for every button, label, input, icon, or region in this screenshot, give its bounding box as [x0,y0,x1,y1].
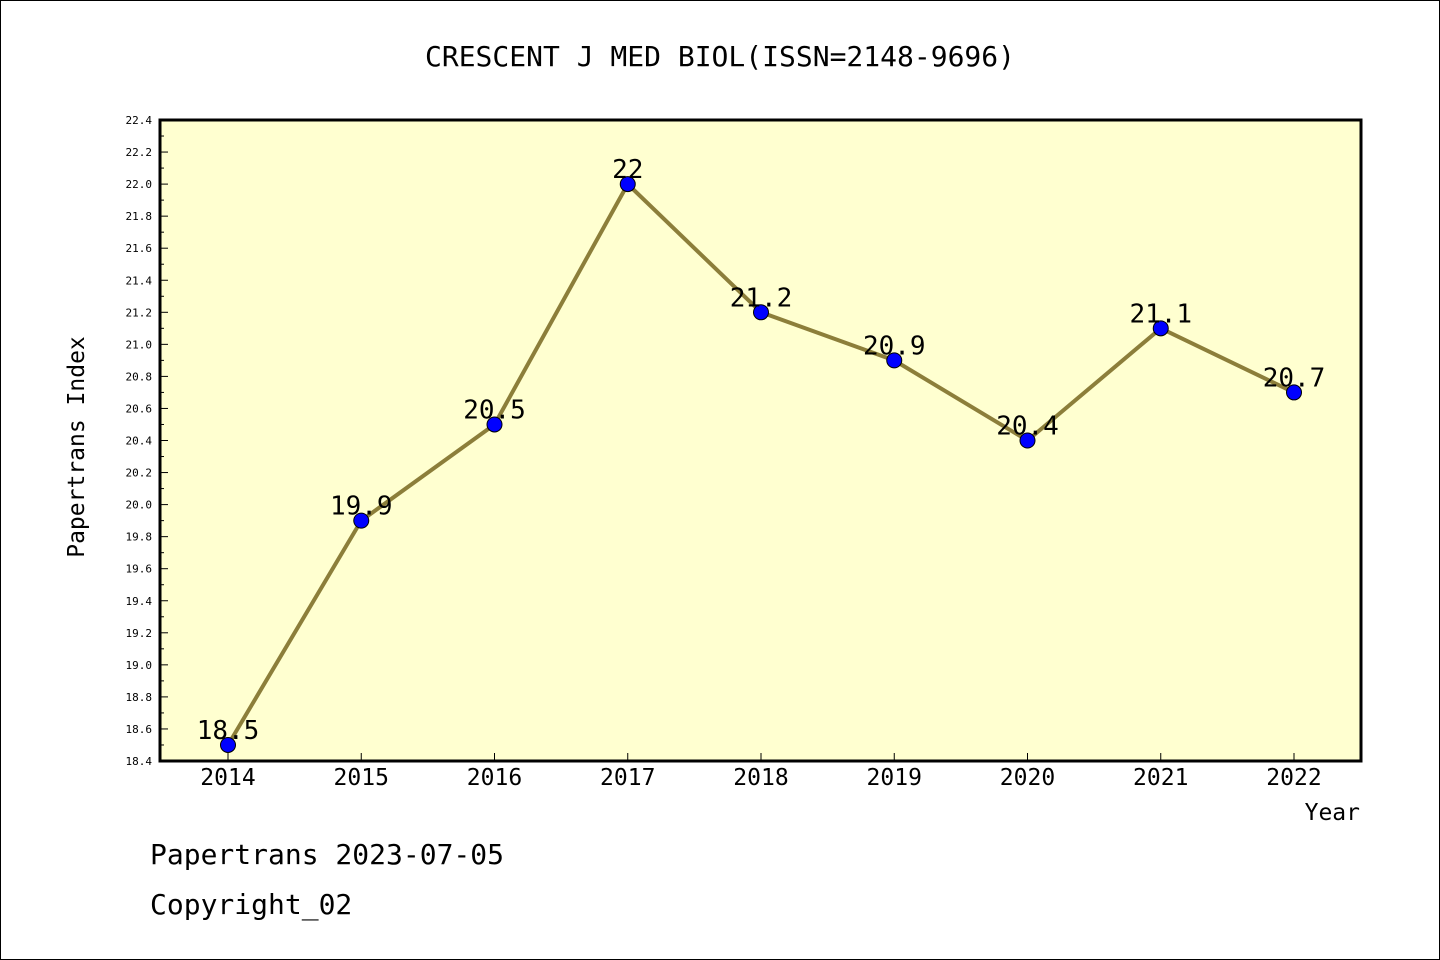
y-tick-label: 20.0 [126,499,153,512]
data-point-2015 [353,512,370,529]
y-tick-label: 20.8 [126,370,153,383]
plot-area [158,118,1363,763]
y-tick-label: 21.0 [126,338,153,351]
data-markers [220,176,1302,753]
x-tick-label: 2019 [867,765,922,791]
x-tick-label: 2015 [334,765,389,791]
y-tick-label: 18.6 [126,723,153,736]
x-tick-label: 2021 [1133,765,1188,791]
x-tick-label: 2022 [1266,765,1321,791]
y-tick-label: 20.4 [126,435,153,448]
data-label-2018: 21.2 [730,283,793,313]
data-label-2020: 20.4 [996,412,1059,442]
x-tick-label: 2018 [733,765,788,791]
x-tick-label: 2014 [200,765,255,791]
y-tick-label: 18.8 [126,691,153,704]
x-tick-label: 2017 [600,765,655,791]
y-tick-label: 21.6 [126,242,153,255]
data-point-2020 [1019,432,1036,449]
x-axis-label: Year [1305,800,1360,826]
footer-date: Papertrans 2023-07-05 [150,838,504,871]
y-tick-label: 20.2 [126,467,153,480]
y-tick-label: 20.6 [126,402,153,415]
data-label-2015: 19.9 [330,492,393,522]
data-labels: 18.5 19.9 20.5 22 21.2 20.9 20.4 21.1 20.7 [197,155,1326,746]
y-tick-label: 22.0 [126,178,153,191]
data-label-2022: 20.7 [1263,363,1326,393]
x-tick-label: 2016 [467,765,522,791]
y-tick-label: 22.4 [126,114,153,127]
data-point-2016 [486,416,503,433]
y-tick-label: 19.6 [126,563,153,576]
y-tick-label: 21.4 [126,274,153,287]
data-point-2018 [753,304,769,321]
y-tick-label: 19.0 [126,659,153,672]
data-point-2022 [1286,384,1302,401]
chart-title: CRESCENT J MED BIOL(ISSN=2148-9696) [425,40,1015,73]
data-point-2017 [619,176,636,193]
y-tick-label: 18.4 [126,755,153,768]
data-label-2014: 18.5 [197,716,260,746]
y-tick-label: 21.2 [126,306,153,319]
y-tick-label: 22.2 [126,146,153,159]
x-tick-label: 2020 [1000,765,1055,791]
data-point-2021 [1152,320,1169,337]
y-tick-label: 21.8 [126,210,153,223]
data-label-2021: 21.1 [1129,299,1192,329]
data-point-2019 [886,352,903,369]
data-label-2019: 20.9 [863,331,926,361]
y-tick-label: 19.2 [126,627,153,640]
y-tick-label: 19.8 [126,531,153,544]
y-axis-label: Papertrans Index [64,336,90,558]
footer-copyright: Copyright_02 [150,888,352,922]
data-label-2016: 20.5 [463,395,526,425]
data-label-2017: 22 [612,155,643,185]
y-tick-label: 19.4 [126,595,153,608]
y-axis-ticks: 18.4 18.6 18.8 19.0 19.2 19.4 19.6 19.8 20.0 20.2… [126,114,168,768]
data-point-2014 [220,736,236,753]
x-axis-ticks: 2014 2015 2016 2017 2018 2019 2020 2021 2022 [200,753,1322,791]
